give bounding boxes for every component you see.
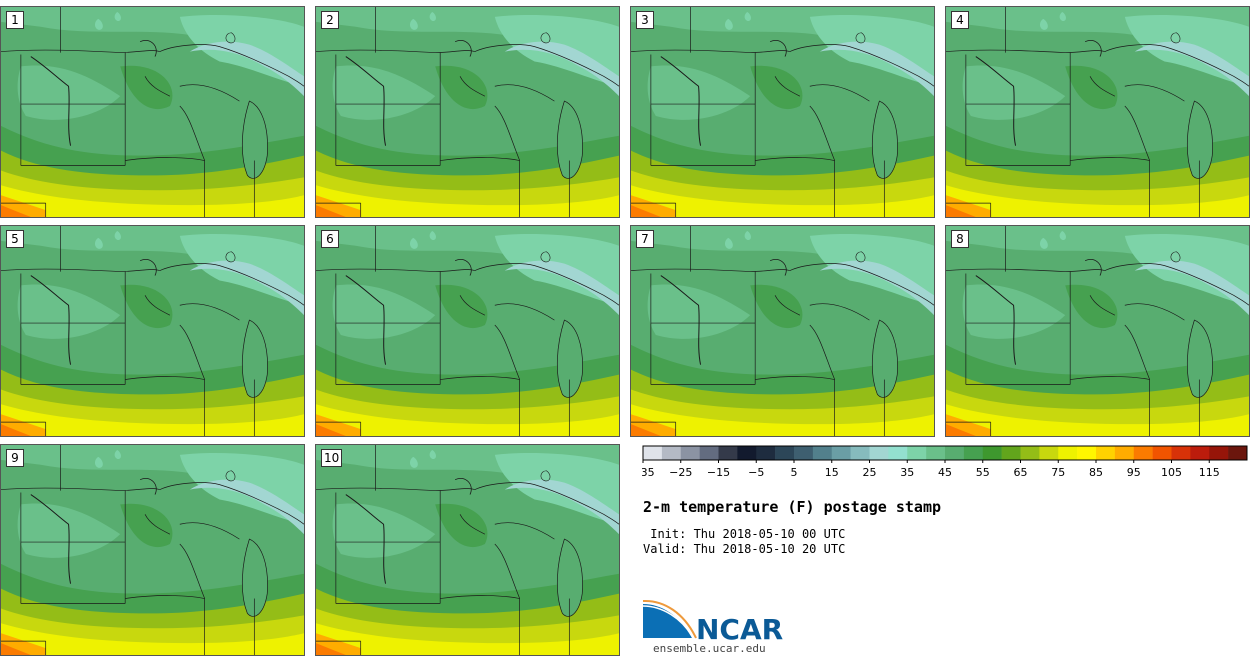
panel-number: 3 [636,11,654,29]
member-panel: 6 [315,225,620,437]
member-panel: 8 [945,225,1250,437]
colorbar-tick-label: 115 [1199,466,1220,479]
panel-number: 2 [321,11,339,29]
colorbar-tick-label: 5 [791,466,798,479]
colorbar-swatch [1209,446,1229,460]
member-panel: 9 [0,444,305,656]
colorbar-tick-label: 55 [976,466,990,479]
map-area [631,7,934,217]
colorbar-tick-label: −15 [707,466,730,479]
colorbar-swatch [756,446,776,460]
member-panel: 7 [630,225,935,437]
colorbar-swatch [1152,446,1172,460]
map-area [1,226,304,436]
colorbar-tick-label: 85 [1089,466,1103,479]
member-panel: 3 [630,6,935,218]
site-url: ensemble.ucar.edu [653,642,766,655]
colorbar-swatch [888,446,908,460]
valid-time: Valid: Thu 2018-05-10 20 UTC [643,542,846,556]
colorbar-tick-labels: −35 −25 −15 −5 5 15 25 35 45 55 65 75 85 95 105 115 [642,460,1220,479]
colorbar-swatch [661,446,682,460]
colorbar-swatch [1077,446,1097,460]
member-panel: 1 [0,6,305,218]
colorbar-swatch [1020,446,1040,460]
colorbar-swatch [1058,446,1078,460]
member-panel: 5 [0,225,305,437]
member-panel: 2 [315,6,620,218]
colorbar-swatch [831,446,851,460]
colorbar-swatch [1228,446,1248,460]
colorbar-swatches [643,446,1248,460]
colorbar-swatch [699,446,719,460]
logo-text: NCAR [696,613,783,642]
colorbar-swatch [850,446,870,460]
colorbar-swatch [1114,446,1135,460]
colorbar-tick-label: −25 [669,466,692,479]
panel-number: 6 [321,230,339,248]
panel-number: 1 [6,11,24,29]
colorbar: −35 −25 −15 −5 5 15 25 35 45 55 65 75 85 95 105 115 [642,445,1248,479]
member-panel: 4 [945,6,1250,218]
colorbar-tick-label: 35 [900,466,914,479]
colorbar-tick-label: 75 [1051,466,1065,479]
colorbar-swatch [680,446,700,460]
colorbar-swatch [1096,446,1116,460]
product-title: 2-m temperature (F) postage stamp [643,498,942,516]
colorbar-swatch [1001,446,1021,460]
logo-wave-icon [643,604,692,638]
colorbar-tick-label: 95 [1127,466,1141,479]
map-area [1,445,304,655]
ncar-logo: NCAR [642,599,783,642]
colorbar-swatch [812,446,833,460]
map-area [1,7,304,217]
colorbar-swatch [869,446,889,460]
colorbar-swatch [718,446,738,460]
map-area [316,226,619,436]
colorbar-tick-label: 105 [1161,466,1182,479]
colorbar-tick-label: −5 [748,466,764,479]
colorbar-tick-label: 15 [825,466,839,479]
colorbar-swatch [1039,446,1059,460]
colorbar-tick-label: 45 [938,466,952,479]
member-panel: 10 [315,444,620,656]
colorbar-swatch [1171,446,1191,460]
map-area [316,445,619,655]
map-area [946,226,1249,436]
colorbar-tick-label: 65 [1014,466,1028,479]
panel-number: 4 [951,11,969,29]
panel-number: 7 [636,230,654,248]
colorbar-swatch [963,446,984,460]
colorbar-swatch [775,446,795,460]
colorbar-swatch [643,446,663,460]
colorbar-swatch [926,446,946,460]
init-time: Init: Thu 2018-05-10 00 UTC [643,527,846,541]
map-area [631,226,934,436]
colorbar-swatch [794,446,814,460]
panel-number: 5 [6,230,24,248]
colorbar-swatch [737,446,757,460]
colorbar-swatch [982,446,1002,460]
panel-number: 8 [951,230,969,248]
colorbar-tick-label: −35 [642,466,655,479]
map-area [946,7,1249,217]
colorbar-tick-label: 25 [863,466,877,479]
colorbar-swatch [1190,446,1210,460]
logo-swoosh-icon [642,599,697,639]
colorbar-swatch [1133,446,1153,460]
panel-number: 9 [6,449,24,467]
map-area [316,7,619,217]
colorbar-swatch [945,446,965,460]
colorbar-swatch [907,446,927,460]
panel-number: 10 [321,449,343,467]
